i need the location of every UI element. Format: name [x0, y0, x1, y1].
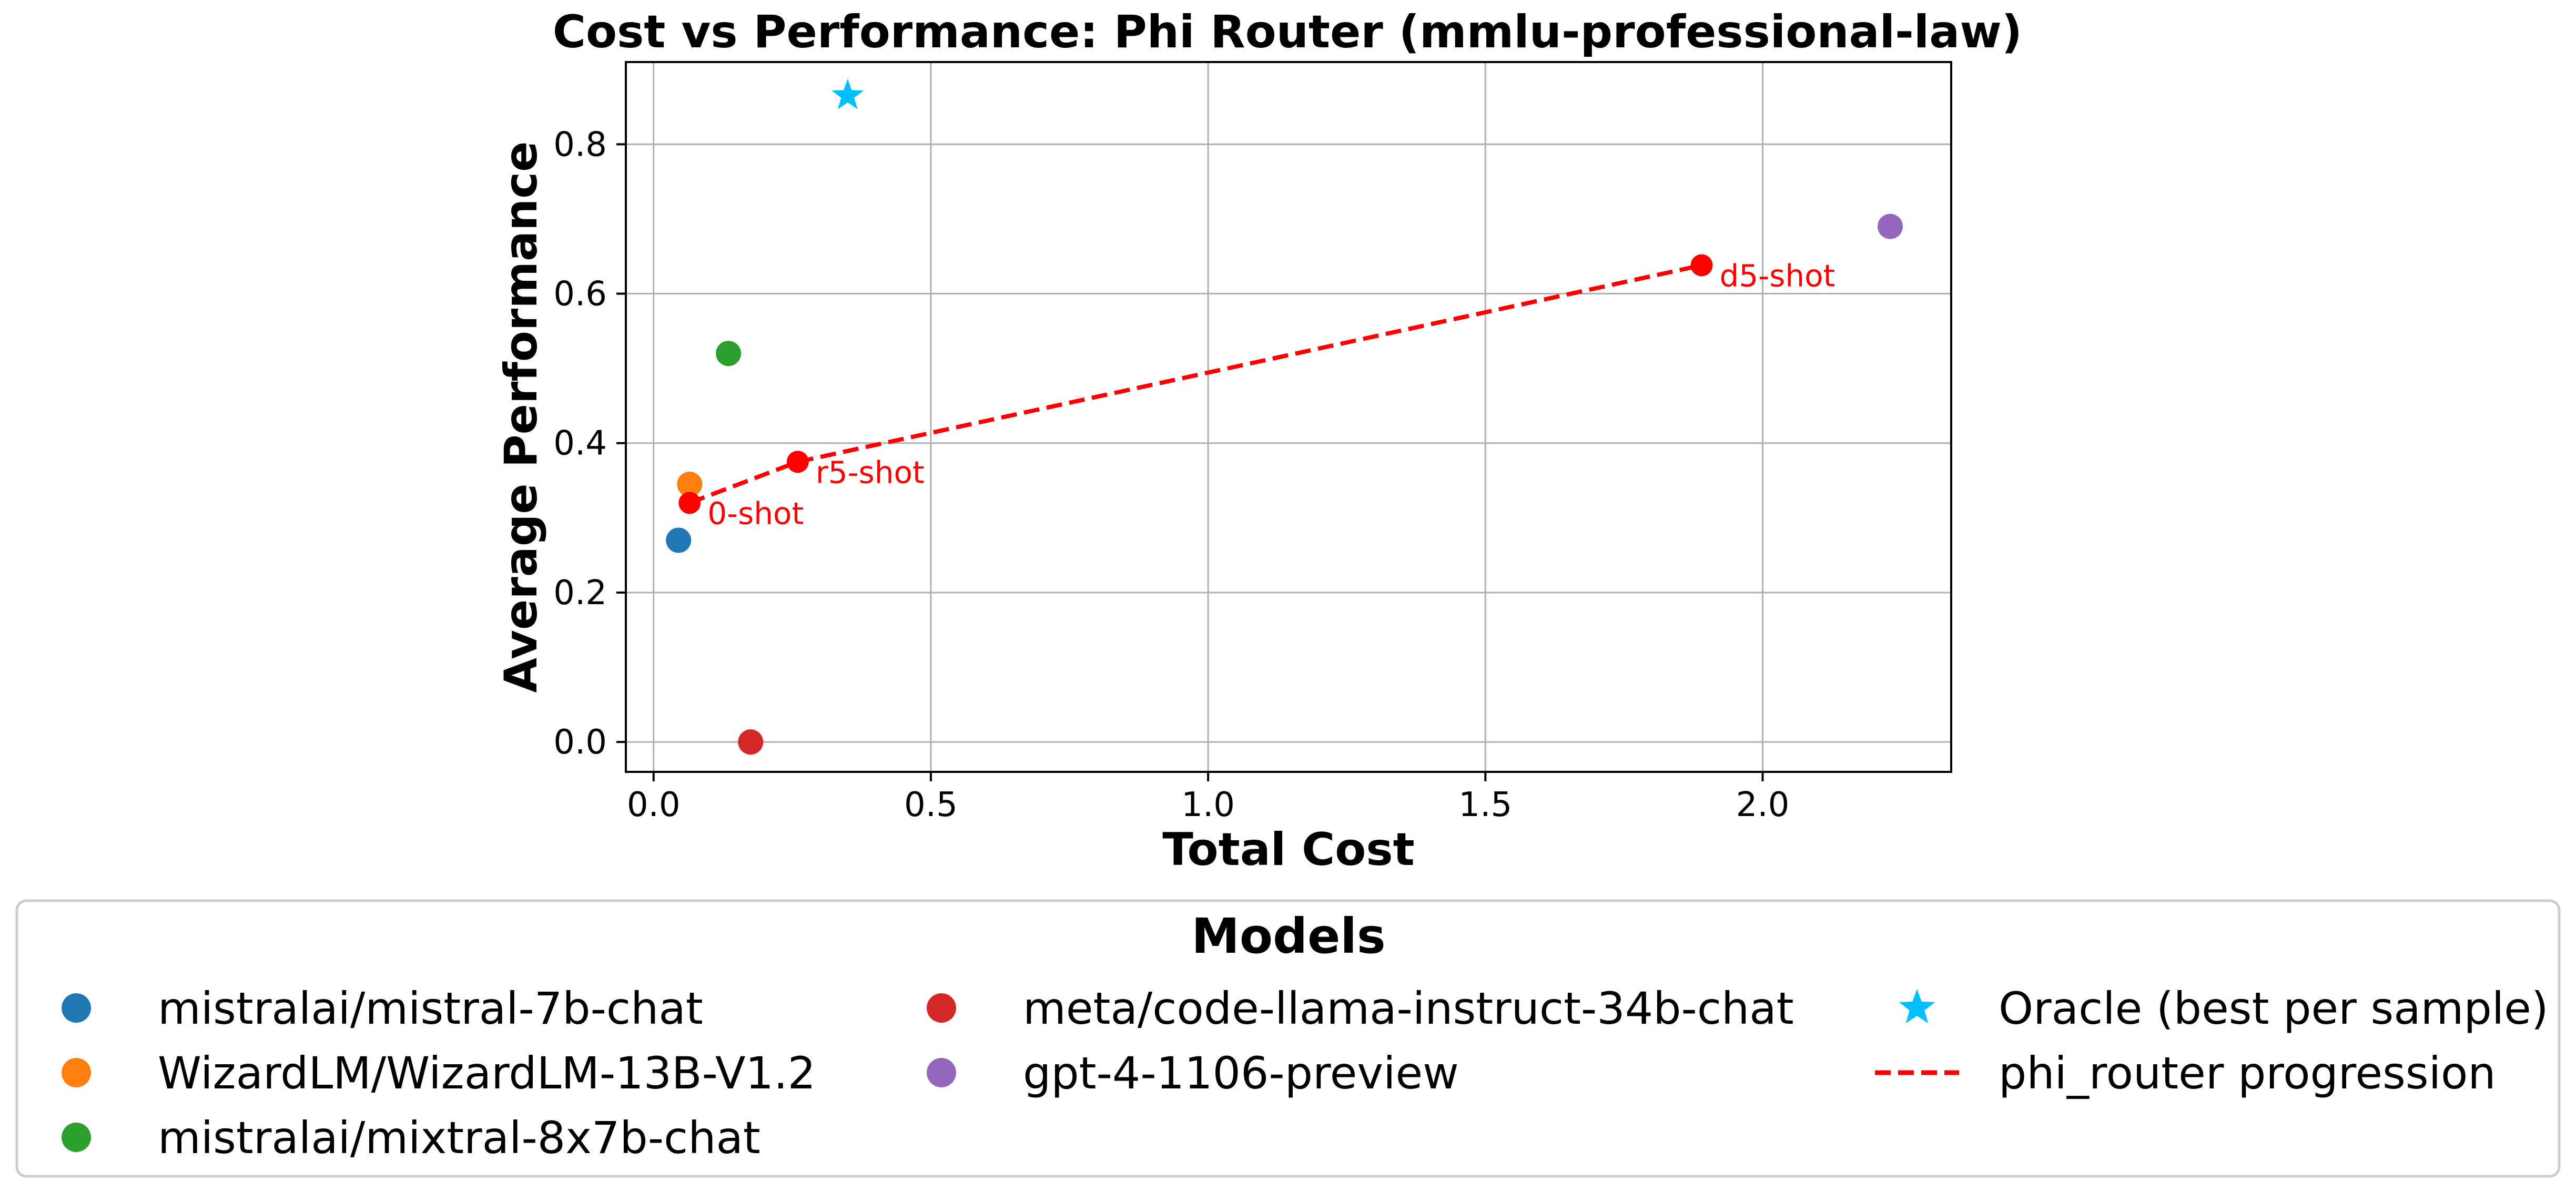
- router-point-label: r5-shot: [816, 454, 925, 490]
- plot-area-frame: [625, 61, 1952, 773]
- model-point: [1878, 213, 1903, 239]
- y-tick-label: 0.8: [553, 125, 607, 164]
- model-point: [716, 341, 742, 366]
- legend-marker: [927, 1058, 956, 1087]
- legend-marker: [927, 993, 956, 1023]
- router-progression-line: [688, 263, 1702, 505]
- legend-marker-star: [1899, 989, 1935, 1024]
- x-axis-label: Total Cost: [1162, 823, 1414, 876]
- grid: [626, 62, 1951, 772]
- legend-entries: mistralai/mistral-7b-chat WizardLM/Wizard…: [62, 983, 2549, 1164]
- legend-entry-label: mistralai/mistral-7b-chat: [158, 983, 703, 1034]
- legend-entry-label: phi_router progression: [1999, 1047, 2496, 1099]
- legend-marker: [62, 1058, 91, 1087]
- oracle-star-point: [831, 78, 864, 109]
- router-point-label: 0-shot: [707, 495, 804, 531]
- legend-box: [15, 899, 2561, 1178]
- x-tick-label: 0.5: [904, 786, 958, 824]
- x-tick-label: 2.0: [1736, 786, 1790, 824]
- y-tick-label: 0.2: [553, 574, 607, 613]
- y-tick-label: 0.0: [553, 723, 607, 762]
- y-tick-label: 0.6: [553, 275, 607, 314]
- legend-entry-label: meta/code-llama-instruct-34b-chat: [1023, 983, 1794, 1034]
- chart-title: Cost vs Performance: Phi Router (mmlu-pr…: [553, 6, 2022, 58]
- legend-marker: [62, 1123, 91, 1152]
- legend-entry-label: mistralai/mixtral-8x7b-chat: [158, 1112, 760, 1164]
- router-point-label: d5-shot: [1720, 258, 1835, 294]
- data-marks: 0-shot r5-shot d5-shot: [666, 78, 1903, 755]
- legend-title: Models: [1191, 908, 1385, 964]
- y-tick-label: 0.4: [553, 424, 607, 463]
- legend-entry-label: Oracle (best per sample): [1999, 983, 2549, 1034]
- x-tick-label: 0.0: [627, 786, 681, 824]
- model-point: [738, 729, 764, 755]
- model-point: [677, 471, 703, 497]
- legend-entry-label: gpt-4-1106-preview: [1023, 1047, 1459, 1099]
- model-point: [666, 527, 692, 553]
- legend-entry-label: WizardLM/WizardLM-13B-V1.2: [158, 1047, 816, 1099]
- router-point: [678, 492, 701, 514]
- x-tick-label: 1.0: [1181, 786, 1235, 824]
- axis-ticks: 0.0 0.5 1.0 1.5 2.0 0.0 0.2 0.4 0.6 0.8: [553, 125, 1789, 824]
- x-tick-label: 1.5: [1458, 786, 1512, 824]
- legend-marker: [62, 993, 91, 1023]
- router-point: [1690, 254, 1713, 277]
- y-axis-label: Average Performance: [495, 141, 547, 692]
- router-point: [786, 451, 809, 473]
